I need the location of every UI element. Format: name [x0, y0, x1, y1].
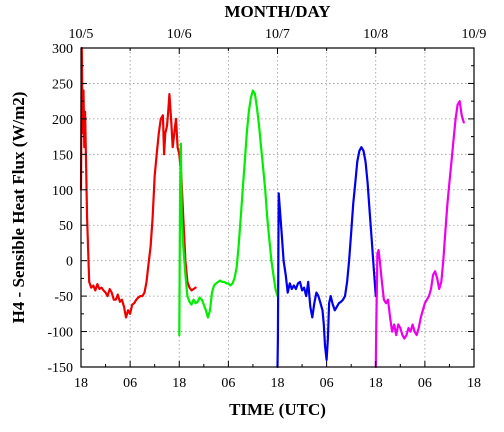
x-tick-label: 06 [320, 376, 334, 391]
x-tick-labels: 18 06 18 06 18 06 18 06 18 [74, 376, 481, 391]
y-tick-label: 200 [52, 113, 73, 128]
y-tick-label: -100 [47, 326, 73, 341]
top-axis-title: MONTH/DAY [224, 2, 330, 21]
x-tick-label: 06 [123, 376, 137, 391]
series-line-3 [276, 146, 377, 369]
y-axis-title: H4 - Sensible Heat Flux (W/m2) [9, 92, 28, 324]
top-tick-labels: 10/5 10/6 10/7 10/8 10/9 [69, 27, 487, 42]
x-axis-title: TIME (UTC) [229, 400, 326, 419]
top-tick-label: 10/5 [69, 27, 94, 42]
x-tick-label: 06 [221, 376, 235, 391]
top-tick-label: 10/9 [462, 27, 487, 42]
y-tick-label: 50 [59, 219, 73, 234]
y-tick-label: 300 [52, 42, 73, 57]
y-tick-label: 0 [66, 255, 73, 270]
y-tick-labels: -150 -100 -50 0 50 100 150 200 250 300 [47, 42, 73, 376]
top-tick-label: 10/8 [363, 27, 388, 42]
x-tick-label: 18 [172, 376, 186, 391]
y-tick-label: 100 [52, 184, 73, 199]
tick-marks [80, 47, 475, 368]
x-tick-label: 18 [74, 376, 88, 391]
x-tick-label: 18 [467, 376, 481, 391]
x-tick-label: 18 [369, 376, 383, 391]
series-line-2 [178, 89, 279, 337]
series-line-4 [374, 100, 465, 369]
y-tick-label: 250 [52, 77, 73, 92]
x-tick-label: 18 [271, 376, 285, 391]
y-tick-label: 150 [52, 148, 73, 163]
x-tick-label: 06 [418, 376, 432, 391]
series-group [79, 46, 465, 369]
y-tick-label: -150 [47, 361, 73, 376]
series-line-1 [79, 46, 197, 319]
top-tick-label: 10/6 [167, 27, 192, 42]
y-tick-label: -50 [54, 290, 73, 305]
top-tick-label: 10/7 [265, 27, 290, 42]
